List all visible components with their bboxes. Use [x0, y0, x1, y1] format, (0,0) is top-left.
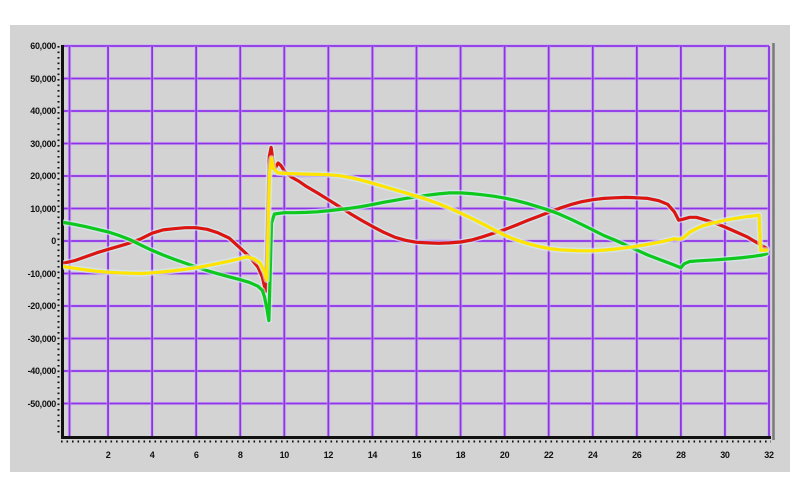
x-tick-label: 2	[105, 450, 111, 460]
y-tick-label: 0	[51, 236, 56, 246]
y-tick-label: -10,000	[27, 268, 57, 279]
x-tick-label: 32	[764, 450, 774, 460]
chart-panel: 60,000 50,000 40,000 30,000 20,000 10,000 0 -10…	[10, 25, 790, 472]
x-tick-label: 14	[367, 450, 378, 460]
x-tick-label: 18	[455, 450, 466, 460]
y-tick-label: 50,000	[30, 73, 56, 84]
x-tick-label: 24	[588, 450, 598, 460]
x-tick-label: 16	[411, 450, 422, 460]
y-tick-label: -40,000	[27, 366, 57, 376]
y-tick-label: 60,000	[30, 41, 56, 51]
y-tick-label: 40,000	[30, 106, 56, 116]
x-tick-label: 8	[237, 450, 243, 460]
yellow-trace-line	[63, 156, 769, 282]
y-tick-label: 10,000	[30, 203, 56, 214]
red-trace-line	[63, 145, 769, 293]
x-tick-label: 30	[720, 450, 730, 460]
x-tick-label: 28	[676, 450, 686, 460]
line-chart-plot	[57, 43, 775, 443]
x-tick-label: 6	[193, 450, 199, 460]
y-tick-label: 30,000	[30, 138, 56, 149]
x-tick-label: 20	[499, 450, 510, 460]
y-tick-label: -30,000	[27, 333, 57, 344]
x-tick-label: 22	[543, 450, 554, 460]
x-tick-label: 26	[632, 450, 642, 460]
y-tick-label: -50,000	[27, 398, 57, 409]
x-tick-label: 12	[323, 450, 334, 460]
x-tick-label: 10	[279, 450, 290, 460]
y-tick-label: 20,000	[30, 171, 56, 181]
x-tick-label: 4	[149, 450, 155, 460]
y-tick-label: -20,000	[27, 301, 57, 311]
